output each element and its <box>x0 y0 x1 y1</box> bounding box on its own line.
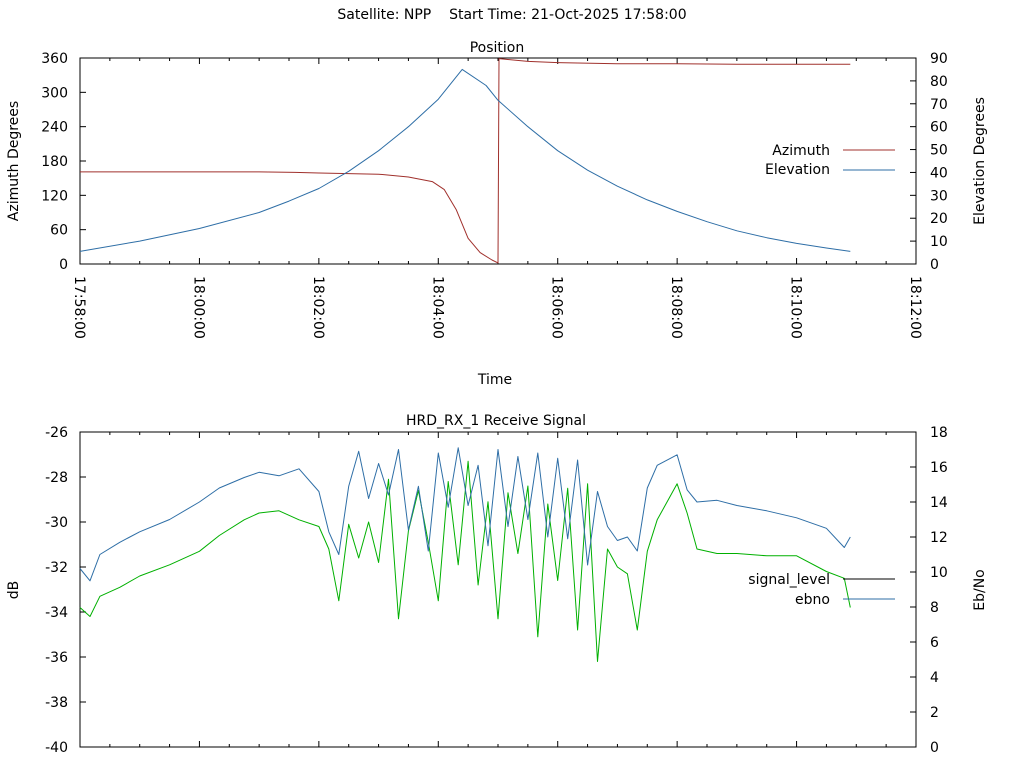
y-tick-label: -38 <box>45 695 68 711</box>
y-tick-label: 120 <box>41 188 68 204</box>
y-tick-label: -30 <box>45 515 68 531</box>
satellite-label: Satellite: NPP <box>337 7 432 23</box>
receive-signal-plot-frame <box>79 431 917 748</box>
y2-tick-label: 4 <box>930 670 939 686</box>
y2-tick-label: 2 <box>930 705 939 721</box>
y2-tick-label: 0 <box>930 257 939 273</box>
y2-tick-label: 50 <box>930 143 948 159</box>
y2-tick-label: 40 <box>930 165 948 181</box>
position-chart-title: Position <box>470 40 525 56</box>
ebno-axis: 0 2 4 6 8 10 12 14 16 18 <box>910 425 948 756</box>
y2-tick-label: 14 <box>930 495 948 511</box>
start-time-label: Start Time: 21-Oct-2025 17:58:00 <box>449 7 687 23</box>
y2-tick-label: 18 <box>930 425 948 441</box>
y-tick-label: -36 <box>45 650 68 666</box>
y2-tick-label: 10 <box>930 234 948 250</box>
y-tick-label: -26 <box>45 425 68 441</box>
receive-signal-legend: signal_level ebno <box>748 572 895 608</box>
y2-tick-label: 10 <box>930 565 948 581</box>
y2-tick-label: 80 <box>930 74 948 90</box>
series-line-elevation <box>79 68 851 252</box>
legend-label-signal-level: signal_level <box>748 572 830 588</box>
y-tick-label: -28 <box>45 470 68 486</box>
y2-tick-label: 0 <box>930 740 939 756</box>
y-tick-label: -34 <box>45 605 68 621</box>
x-tick-label: 18:08:00 <box>668 276 684 339</box>
azimuth-axis-label: Azimuth Degrees <box>6 101 22 221</box>
y-tick-label: 360 <box>41 51 68 67</box>
x-tick-label: 18:04:00 <box>429 276 445 339</box>
x-tick-label: 18:12:00 <box>907 276 923 339</box>
y-tick-label: 60 <box>50 223 68 239</box>
position-series <box>79 58 851 264</box>
legend-label-ebno: ebno <box>795 592 830 608</box>
y2-tick-label: 6 <box>930 635 939 651</box>
x-tick-label: 18:02:00 <box>310 276 326 339</box>
receive-signal-series <box>79 447 851 662</box>
series-line-azimuth <box>80 58 851 264</box>
series-line-signal-level <box>79 460 851 662</box>
y-tick-label: 240 <box>41 120 68 136</box>
y2-tick-label: 20 <box>930 211 948 227</box>
y2-tick-label: 16 <box>930 460 948 476</box>
y2-tick-label: 30 <box>930 188 948 204</box>
x-tick-label: 18:06:00 <box>549 276 565 339</box>
elevation-axis-label: Elevation Degrees <box>972 97 988 225</box>
series-line-ebno <box>79 447 851 582</box>
time-axis: 17:58:00 18:00:00 18:02:00 18:04:00 18:06:00… <box>71 58 923 339</box>
y-tick-label: -40 <box>45 740 68 756</box>
x-tick-label: 18:10:00 <box>788 276 804 339</box>
db-axis: -40 -38 -36 -34 -32 -30 -28 -26 <box>45 425 86 756</box>
y-tick-label: -32 <box>45 560 68 576</box>
receive-signal-chart-title: HRD_RX_1 Receive Signal <box>406 413 586 429</box>
y2-tick-label: 90 <box>930 51 948 67</box>
receive-signal-chart: HRD_RX_1 Receive Signal -40-38-36-34-32-… <box>6 413 988 756</box>
figure-title: Satellite: NPP Start Time: 21-Oct-2025 1… <box>0 7 1024 23</box>
y2-tick-label: 12 <box>930 530 948 546</box>
x-tick-label: 18:00:00 <box>190 276 206 339</box>
position-chart: Position 0 60 120 180 240 300 360 0 10 20 30 40 50 6… <box>6 40 988 388</box>
legend-label-elevation: Elevation <box>765 162 830 178</box>
y2-tick-label: 60 <box>930 120 948 136</box>
y-tick-label: 300 <box>41 85 68 101</box>
y-tick-label: 0 <box>59 257 68 273</box>
x-tick-label: 17:58:00 <box>71 276 87 339</box>
y2-tick-label: 8 <box>930 600 939 616</box>
azimuth-axis: 0 60 120 180 240 300 360 <box>41 51 86 273</box>
time-axis-label: Time <box>477 372 512 388</box>
legend-label-azimuth: Azimuth <box>772 143 830 159</box>
signal-time-axis <box>79 432 917 747</box>
db-axis-label: dB <box>6 581 22 600</box>
ebno-axis-label: Eb/No <box>972 569 988 611</box>
y-tick-label: 180 <box>41 154 68 170</box>
position-legend: Azimuth Elevation <box>765 143 895 178</box>
y2-tick-label: 70 <box>930 97 948 113</box>
elevation-axis: 0 10 20 30 40 50 60 70 80 90 <box>910 51 948 273</box>
